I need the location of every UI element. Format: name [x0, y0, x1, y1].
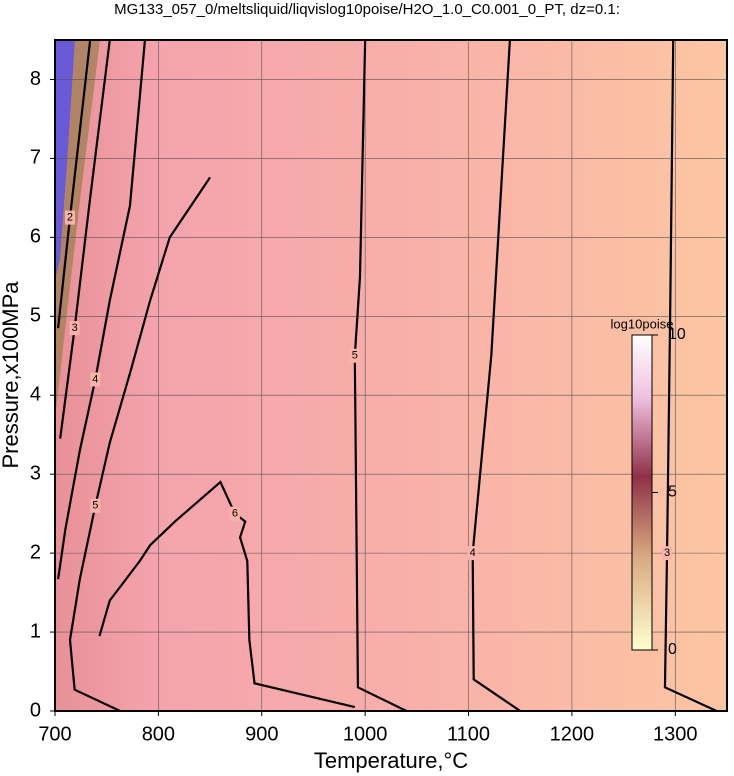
contour-label-bg: [349, 348, 360, 363]
contour-label-bg: [90, 372, 101, 387]
colorbar-label: log10poise: [611, 316, 674, 331]
x-tick-label: 1300: [653, 723, 698, 745]
x-tick-label: 1200: [550, 723, 595, 745]
low-region: [55, 40, 75, 280]
contour-label-bg: [229, 506, 240, 521]
y-tick-label: 2: [30, 541, 41, 563]
contour-label: 3: [664, 547, 670, 559]
x-tick-label: 1000: [343, 723, 388, 745]
contour-label: 3: [72, 322, 78, 334]
colorbar-tick-label: 10: [668, 326, 686, 343]
contour-label-bg: [662, 546, 673, 561]
contour-label: 4: [470, 547, 476, 559]
contour-label: 2: [67, 212, 73, 224]
x-tick-label: 700: [38, 723, 71, 745]
x-axis-label: Temperature,°C: [314, 748, 468, 773]
contour-label: 5: [92, 500, 98, 512]
contour-label-bg: [90, 498, 101, 513]
y-tick-label: 8: [30, 68, 41, 90]
contour-label: 5: [352, 350, 358, 362]
y-tick-label: 1: [30, 620, 41, 642]
contour-label-bg: [467, 546, 478, 561]
colorbar-tick-label: 5: [668, 484, 677, 501]
contours: 3 4 5 6 5 4 3 2: [57, 39, 718, 713]
colorbar: [631, 334, 653, 651]
contour-line: [59, 39, 111, 439]
dark-region: [55, 40, 100, 420]
plot-background: [55, 40, 727, 711]
grid: [54, 40, 727, 712]
plot-frame: [54, 39, 728, 712]
contour-label: 6: [232, 508, 238, 520]
x-tick-label: 900: [245, 723, 278, 745]
y-tick-label: 0: [30, 699, 41, 721]
chart-title: MG133_057_0/meltsliquid/liqvislog10poise…: [114, 1, 620, 18]
contour-label-bg: [69, 321, 80, 336]
contour-line: [68, 176, 211, 712]
contour-label: 4: [92, 373, 98, 385]
x-tick-label: 800: [142, 723, 175, 745]
colorbar-tick-label: 0: [668, 641, 677, 658]
y-axis-label: Pressure,x100MPa: [0, 281, 23, 469]
y-tick-label: 6: [30, 226, 41, 248]
y-tick-label: 7: [30, 147, 41, 169]
contour-label-bg: [64, 210, 75, 225]
y-tick-label: 4: [30, 384, 41, 406]
x-tick-label: 1100: [447, 723, 490, 745]
y-tick-label: 3: [30, 462, 41, 484]
y-tick-label: 5: [30, 305, 41, 327]
